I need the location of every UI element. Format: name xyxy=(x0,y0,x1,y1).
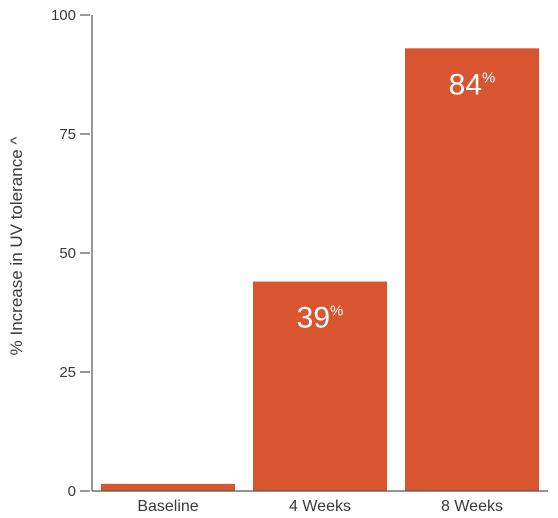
y-tick-label: 50 xyxy=(59,245,76,262)
bar-data-label: 39% xyxy=(297,302,344,335)
y-tick-label: 0 xyxy=(68,483,76,500)
y-tick-label: 25 xyxy=(59,364,76,381)
x-category-label: 8 Weeks xyxy=(441,498,503,515)
y-axis: 0 25 50 75 100 xyxy=(51,7,93,500)
bar xyxy=(253,281,387,491)
x-axis: Baseline 4 Weeks 8 Weeks xyxy=(92,490,548,515)
x-category-label: 4 Weeks xyxy=(289,498,351,515)
bar-data-label: 84% xyxy=(449,68,496,101)
y-axis-title: % Increase in UV tolerance ^ xyxy=(7,137,26,356)
y-tick-label: 100 xyxy=(51,7,76,24)
bar xyxy=(101,483,235,491)
bar xyxy=(405,48,539,491)
bars xyxy=(101,48,539,491)
bar-data-labels: 39% 84% xyxy=(297,68,496,334)
y-tick-label: 75 xyxy=(59,126,76,143)
x-category-label: Baseline xyxy=(137,498,198,515)
